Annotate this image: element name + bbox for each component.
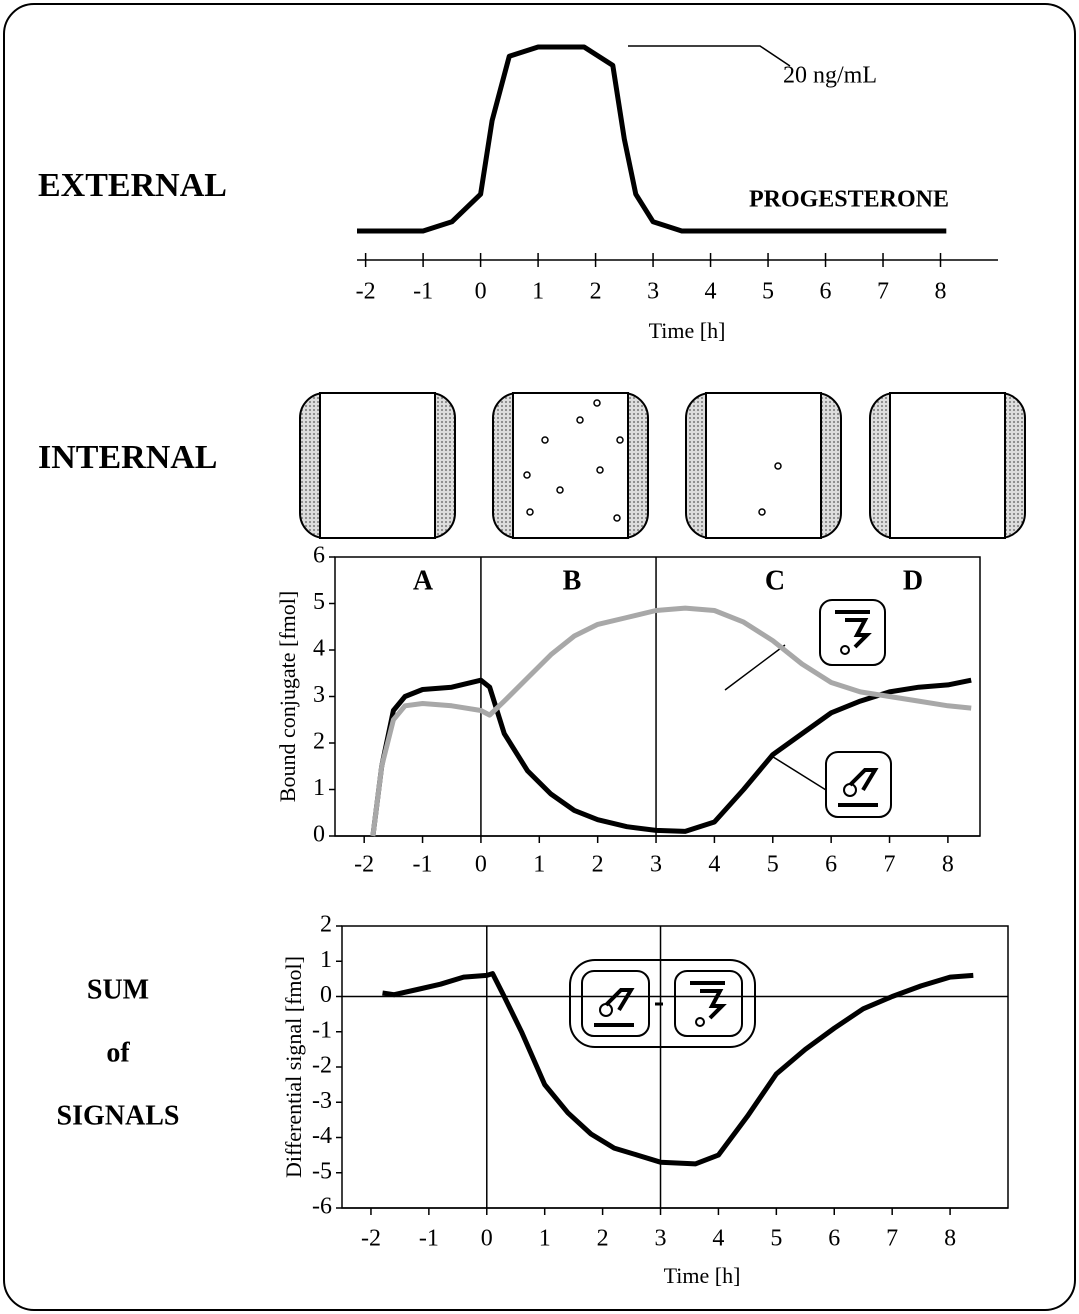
y-axis-label: Differential signal [fmol] xyxy=(281,956,306,1178)
x-tick-label: 2 xyxy=(597,1226,609,1252)
y-tick-label: -5 xyxy=(312,1158,332,1184)
x-tick-label: 5 xyxy=(770,1226,782,1252)
x-tick-label: 8 xyxy=(944,1226,956,1252)
line-series xyxy=(357,44,947,234)
cells xyxy=(299,392,1026,539)
x-tick-label: -1 xyxy=(419,1226,439,1252)
y-tick-label: 6 xyxy=(313,543,325,569)
line-series xyxy=(370,605,972,837)
x-tick-label: 0 xyxy=(481,1226,493,1252)
x-tick-label: 6 xyxy=(820,279,832,305)
x-tick-label: 8 xyxy=(942,852,954,878)
x-tick-label: 7 xyxy=(877,279,889,305)
y-tick-label: 1 xyxy=(320,947,332,973)
y-tick-label: -2 xyxy=(312,1053,332,1079)
x-axis-label: Time [h] xyxy=(664,1263,741,1288)
y-tick-label: 1 xyxy=(313,775,325,801)
region-label: A xyxy=(413,565,434,596)
y-tick-label: -4 xyxy=(312,1123,332,1149)
x-tick-label: 4 xyxy=(712,1226,724,1252)
x-tick-label: -1 xyxy=(413,852,433,878)
x-tick-label: 5 xyxy=(762,279,774,305)
x-tick-label: 4 xyxy=(708,852,720,878)
pointer xyxy=(628,45,791,67)
legend-icons xyxy=(569,599,892,1048)
y-tick-label: -1 xyxy=(312,1017,332,1043)
y-tick-label: 0 xyxy=(320,982,332,1008)
x-tick-label: 8 xyxy=(935,279,947,305)
y-tick-label: 3 xyxy=(313,682,325,708)
x-tick-label: -1 xyxy=(413,279,433,305)
x-tick-label: 7 xyxy=(884,852,896,878)
y-tick-label: 2 xyxy=(313,729,325,755)
x-tick-label: 3 xyxy=(655,1226,667,1252)
y-tick-label: 0 xyxy=(313,822,325,848)
x-tick-label: 0 xyxy=(475,852,487,878)
x-tick-label: 4 xyxy=(705,279,717,305)
x-tick-label: 1 xyxy=(539,1226,551,1252)
y-tick-label: 2 xyxy=(320,912,332,938)
y-tick-label: 5 xyxy=(313,589,325,615)
annotation: 20 ng/mL xyxy=(783,63,877,89)
x-tick-label: 1 xyxy=(533,852,545,878)
x-tick-label: 6 xyxy=(828,1226,840,1252)
frame xyxy=(3,3,1076,1311)
y-tick-label: 4 xyxy=(313,636,325,662)
x-tick-label: 2 xyxy=(592,852,604,878)
x-tick-label: 3 xyxy=(647,279,659,305)
y-tick-label: -3 xyxy=(312,1088,332,1114)
line-series xyxy=(370,677,972,837)
x-tick-label: -2 xyxy=(361,1226,381,1252)
section-label: SUM xyxy=(87,974,149,1005)
region-label: B xyxy=(563,565,582,596)
line-series xyxy=(382,971,974,1167)
section-label: of xyxy=(106,1037,130,1068)
y-tick-label: -6 xyxy=(312,1194,332,1220)
x-tick-label: 2 xyxy=(590,279,602,305)
section-label: EXTERNAL xyxy=(38,167,227,204)
region-label: D xyxy=(903,565,923,596)
section-label: SIGNALS xyxy=(57,1100,180,1131)
x-tick-label: 5 xyxy=(767,852,779,878)
x-axis-label: Time [h] xyxy=(649,318,726,343)
pointer xyxy=(724,644,827,791)
annotation: PROGESTERONE xyxy=(749,187,949,213)
x-tick-label: 7 xyxy=(886,1226,898,1252)
x-tick-label: 0 xyxy=(475,279,487,305)
region-label: C xyxy=(765,565,785,596)
section-label: INTERNAL xyxy=(38,439,217,476)
x-tick-label: -2 xyxy=(354,852,374,878)
x-tick-label: 1 xyxy=(532,279,544,305)
x-tick-label: -2 xyxy=(356,279,376,305)
x-tick-label: 3 xyxy=(650,852,662,878)
y-axis-label: Bound conjugate [fmol] xyxy=(275,591,300,802)
x-tick-label: 6 xyxy=(825,852,837,878)
